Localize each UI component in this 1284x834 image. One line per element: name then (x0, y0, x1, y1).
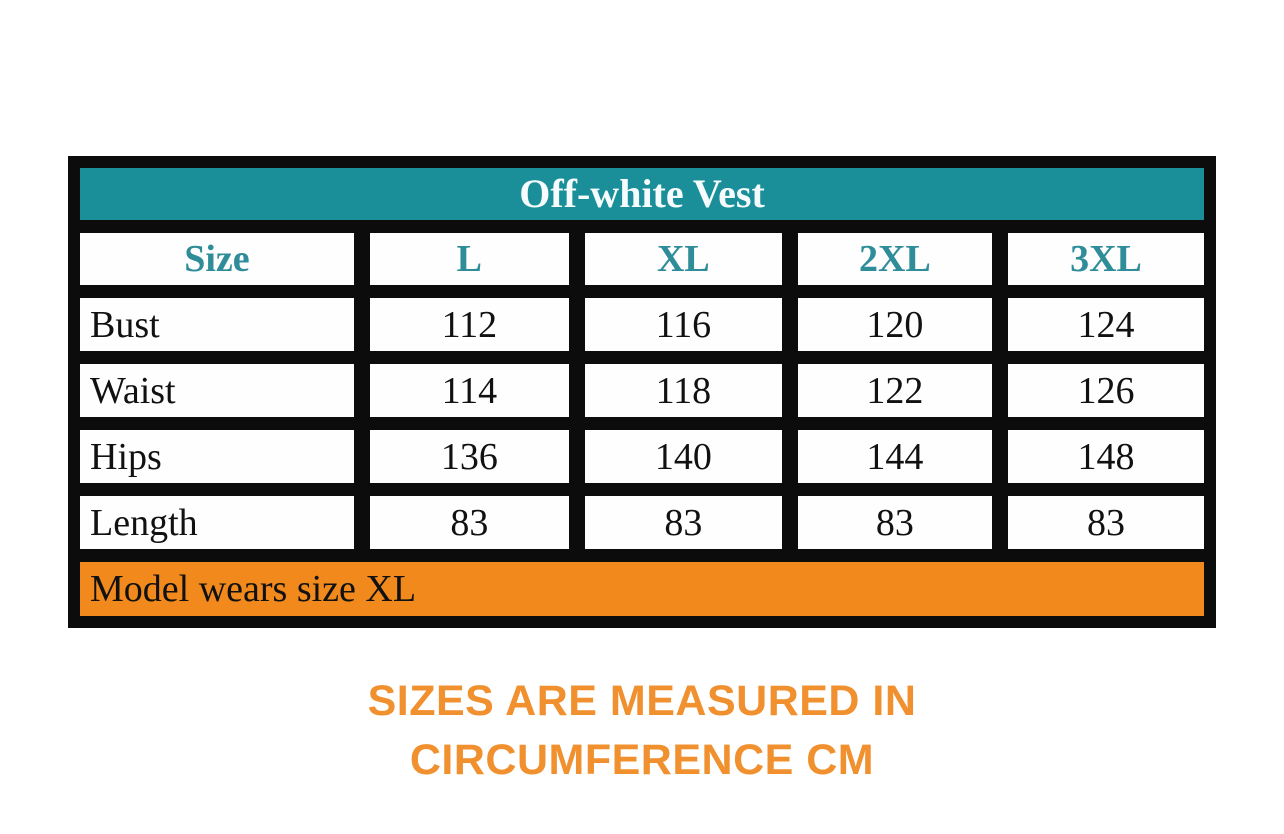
column-header-3xl: 3XL (1007, 233, 1204, 285)
cell-waist-xl: 118 (584, 364, 782, 417)
cell-bust-l: 112 (369, 298, 569, 351)
column-header-2xl: 2XL (797, 233, 992, 285)
cell-length-3xl: 83 (1007, 496, 1204, 549)
caption: SIZES ARE MEASURED IN CIRCUMFERENCE CM (0, 672, 1284, 790)
row-label-waist: Waist (80, 364, 354, 417)
cell-bust-2xl: 120 (797, 298, 992, 351)
cell-hips-2xl: 144 (797, 430, 992, 483)
caption-line-2: CIRCUMFERENCE CM (409, 736, 875, 784)
caption-line-1: SIZES ARE MEASURED IN (367, 677, 917, 725)
cell-bust-xl: 116 (584, 298, 782, 351)
cell-length-2xl: 83 (797, 496, 992, 549)
model-size-note: Model wears size XL (80, 562, 1204, 616)
row-label-hips: Hips (80, 430, 354, 483)
column-header-xl: XL (584, 233, 782, 285)
cell-length-l: 83 (369, 496, 569, 549)
row-label-length: Length (80, 496, 354, 549)
column-header-l: L (369, 233, 569, 285)
column-header-size: Size (80, 233, 354, 285)
cell-hips-3xl: 148 (1007, 430, 1204, 483)
cell-bust-3xl: 124 (1007, 298, 1204, 351)
cell-waist-3xl: 126 (1007, 364, 1204, 417)
cell-waist-2xl: 122 (797, 364, 992, 417)
size-chart-table: Off-white Vest Size L XL 2XL 3XL Bust 11… (68, 156, 1216, 628)
table-title: Off-white Vest (80, 168, 1204, 220)
cell-length-xl: 83 (584, 496, 782, 549)
cell-waist-l: 114 (369, 364, 569, 417)
cell-hips-xl: 140 (584, 430, 782, 483)
row-label-bust: Bust (80, 298, 354, 351)
cell-hips-l: 136 (369, 430, 569, 483)
